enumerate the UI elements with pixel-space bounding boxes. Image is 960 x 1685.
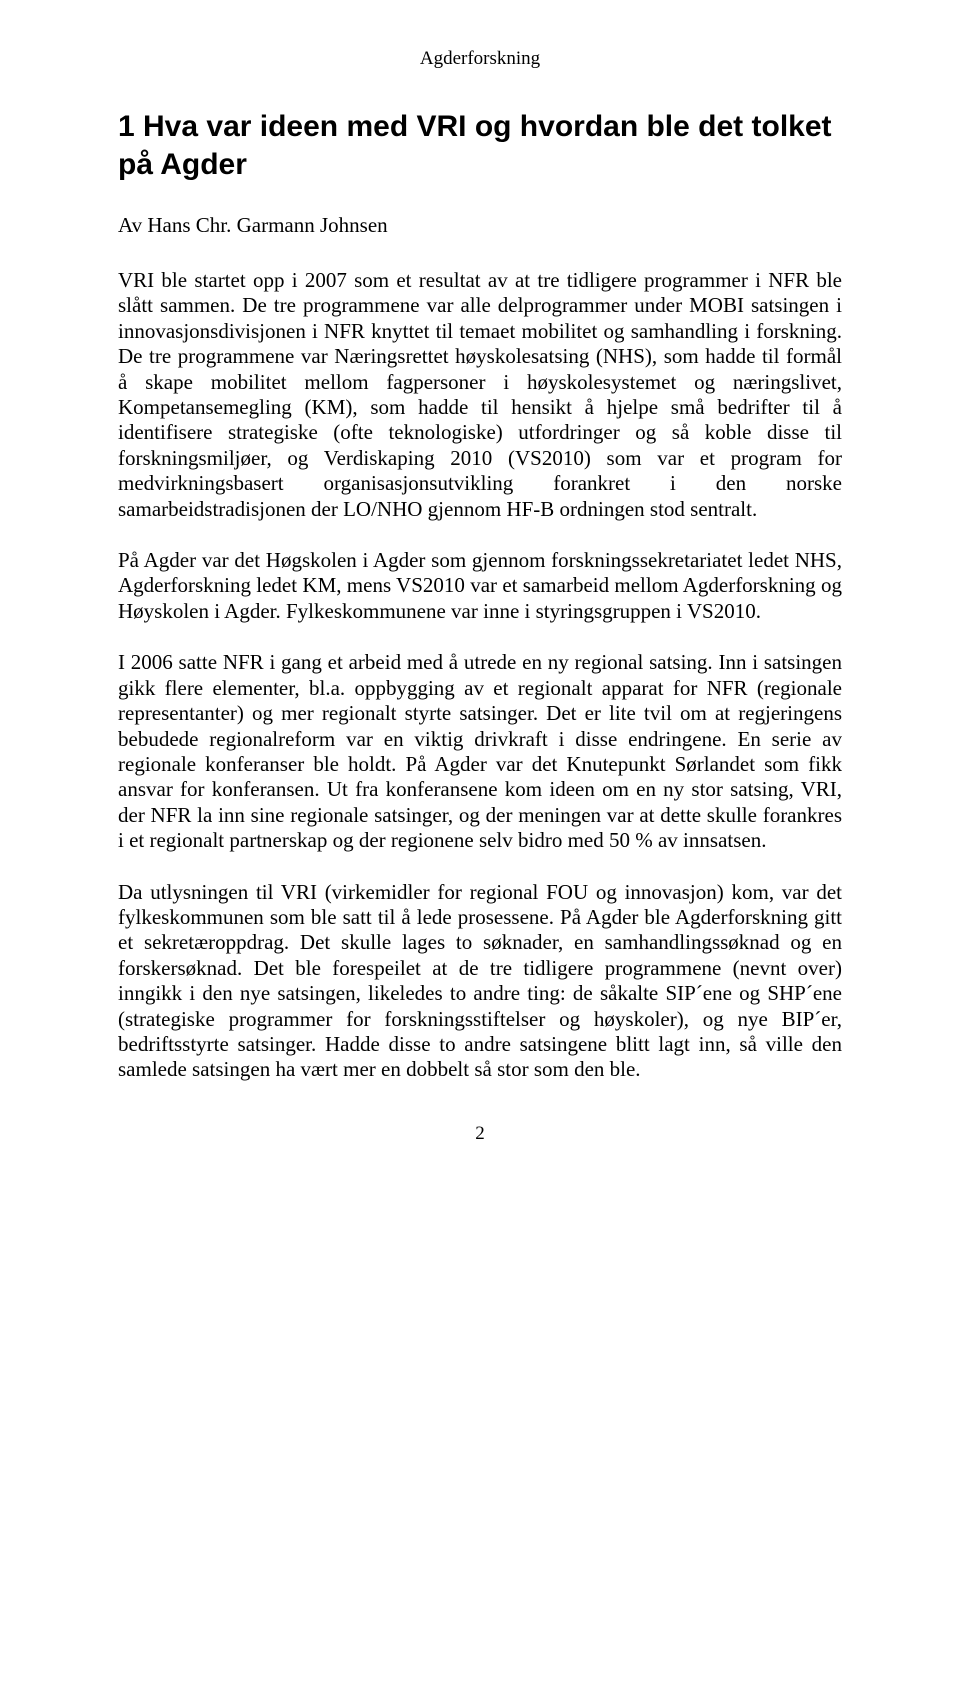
page-number: 2 — [118, 1123, 842, 1145]
author-line: Av Hans Chr. Garmann Johnsen — [118, 213, 842, 238]
paragraph: I 2006 satte NFR i gang et arbeid med å … — [118, 650, 842, 853]
running-header: Agderforskning — [118, 48, 842, 70]
paragraph: VRI ble startet opp i 2007 som et result… — [118, 268, 842, 522]
paragraph: På Agder var det Høgskolen i Agder som g… — [118, 548, 842, 624]
section-title: 1 Hva var ideen med VRI og hvordan ble d… — [118, 108, 842, 183]
document-page: Agderforskning 1 Hva var ideen med VRI o… — [0, 0, 960, 1185]
paragraph: Da utlysningen til VRI (virkemidler for … — [118, 880, 842, 1083]
